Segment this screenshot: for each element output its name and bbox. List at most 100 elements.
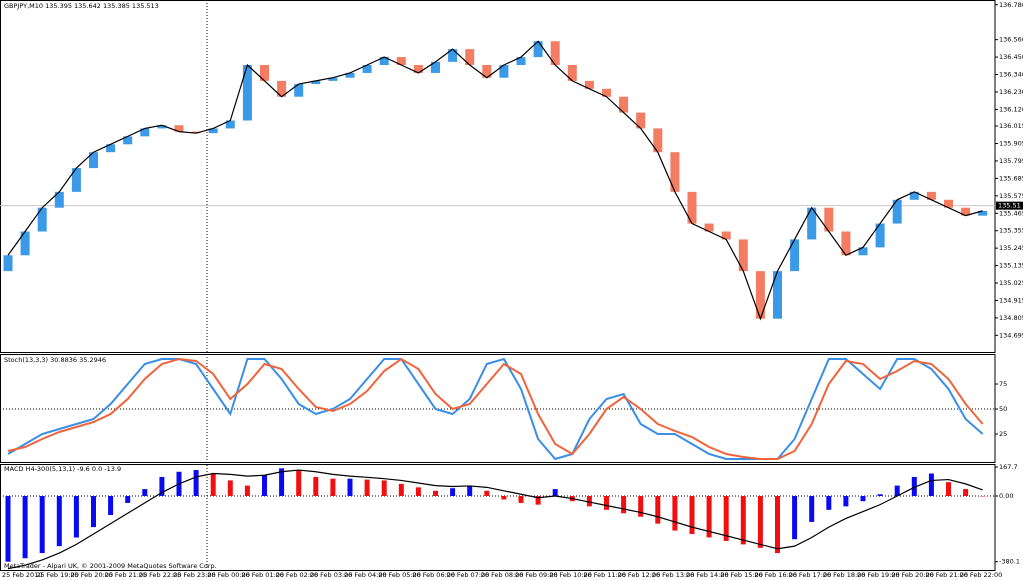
macd-bar (125, 495, 131, 503)
macd-bar (586, 495, 592, 507)
y-tick-label: 136.560 (999, 36, 1023, 44)
candle (396, 57, 406, 66)
x-tick-label: 26 Feb 04:00 (344, 571, 387, 579)
candle (157, 125, 167, 129)
candle (260, 65, 269, 81)
candle (106, 144, 116, 153)
x-tick-label: 26 Feb 02:00 (276, 571, 319, 579)
x-tick-label: 26 Feb 07:00 (447, 571, 490, 579)
y-tick-label: 50 (999, 405, 1007, 413)
y-tick-label: 134.695 (999, 331, 1023, 339)
candle (71, 168, 81, 192)
macd-bar (963, 489, 969, 496)
macd-bar (398, 483, 404, 496)
macd-bar (621, 495, 627, 514)
y-tick-label: 135.025 (999, 279, 1023, 287)
candle (755, 271, 765, 319)
macd-bar (39, 495, 45, 554)
candle (465, 49, 475, 66)
candle (807, 207, 817, 240)
candle (773, 271, 782, 319)
price-tag (996, 201, 1023, 210)
candle (37, 207, 47, 232)
macd-bar (792, 495, 798, 540)
x-tick-label: 25 Feb 21:00 (105, 571, 148, 579)
candle (670, 152, 680, 192)
macd-bar (946, 482, 951, 496)
x-tick-label: 26 Feb 18:00 (823, 571, 866, 579)
macd-bar (450, 488, 456, 496)
candle (123, 136, 133, 145)
x-tick-label: 26 Feb 10:00 (549, 571, 592, 579)
candle (3, 255, 13, 272)
macd-bar (518, 495, 524, 503)
macd-bar (108, 495, 114, 516)
macd-bar (604, 495, 609, 510)
candle (516, 57, 526, 66)
macd-bar (757, 495, 763, 548)
macd-bar (655, 495, 661, 524)
candle (174, 125, 184, 132)
x-tick-label: 26 Feb 22:00 (960, 571, 1003, 579)
x-tick-label: 26 Feb 05:00 (378, 571, 421, 579)
x-tick-label: 26 Feb 13:00 (652, 571, 695, 579)
macd-bar (809, 495, 815, 522)
macd-bar (552, 489, 558, 496)
x-tick-label: 26 Feb 09:00 (515, 571, 558, 579)
macd-bar (296, 470, 302, 496)
macd-bar (672, 495, 678, 531)
macd-bar (877, 494, 883, 496)
price-panel (0, 40, 995, 321)
macd-bar (928, 473, 934, 496)
candle (499, 65, 509, 78)
macd-bar (244, 485, 250, 496)
macd-bar (826, 495, 832, 510)
macd-bar (279, 468, 285, 496)
y-tick-label: 167.7 (999, 463, 1018, 471)
candle (858, 247, 868, 256)
x-tick-label: 26 Feb 19:00 (857, 571, 900, 579)
candle (636, 112, 646, 129)
macd-bar (22, 495, 28, 559)
x-tick-label: 25 Feb 23:00 (173, 571, 216, 579)
candle (841, 231, 851, 256)
macd-bar (433, 490, 438, 496)
y-tick-label: 135.355 (999, 227, 1023, 235)
candle (567, 65, 577, 81)
x-tick-label: 26 Feb 15:00 (720, 571, 763, 579)
macd-bar (193, 470, 199, 496)
candle (687, 191, 697, 224)
macd-bar (91, 495, 96, 528)
x-tick-label: 26 Feb 11:00 (583, 571, 626, 579)
candle (653, 128, 663, 153)
macd-bar (740, 495, 746, 545)
x-tick-label: 26 Feb 00:00 (207, 571, 250, 579)
candle (431, 61, 440, 73)
macd-bar (5, 495, 11, 562)
candle (448, 49, 458, 62)
y-tick-label: 135.245 (999, 244, 1023, 252)
candle (413, 65, 423, 73)
candle (277, 80, 287, 97)
chart-title: GBPJPY,M10 135.395 135.642 135.385 135.5… (4, 2, 159, 10)
y-tick-label: 136.450 (999, 53, 1023, 61)
x-tick-label: 25 Feb 20:00 (70, 571, 113, 579)
macd-bar (56, 495, 62, 547)
macd-bar (638, 495, 644, 517)
candle (978, 210, 988, 216)
candle (619, 96, 629, 113)
y-tick-label: -380.1 (999, 558, 1020, 566)
candle (140, 128, 150, 137)
candle (533, 41, 543, 58)
macd-bar (911, 476, 917, 496)
candle (909, 191, 919, 200)
macd-signal (7, 469, 983, 570)
stoch-panel (0, 357, 995, 461)
macd-bar (501, 495, 507, 500)
x-tick-label: 25 Feb 22:00 (139, 571, 182, 579)
y-tick-label: 135.135 (999, 262, 1023, 270)
macd-bar (313, 476, 319, 496)
